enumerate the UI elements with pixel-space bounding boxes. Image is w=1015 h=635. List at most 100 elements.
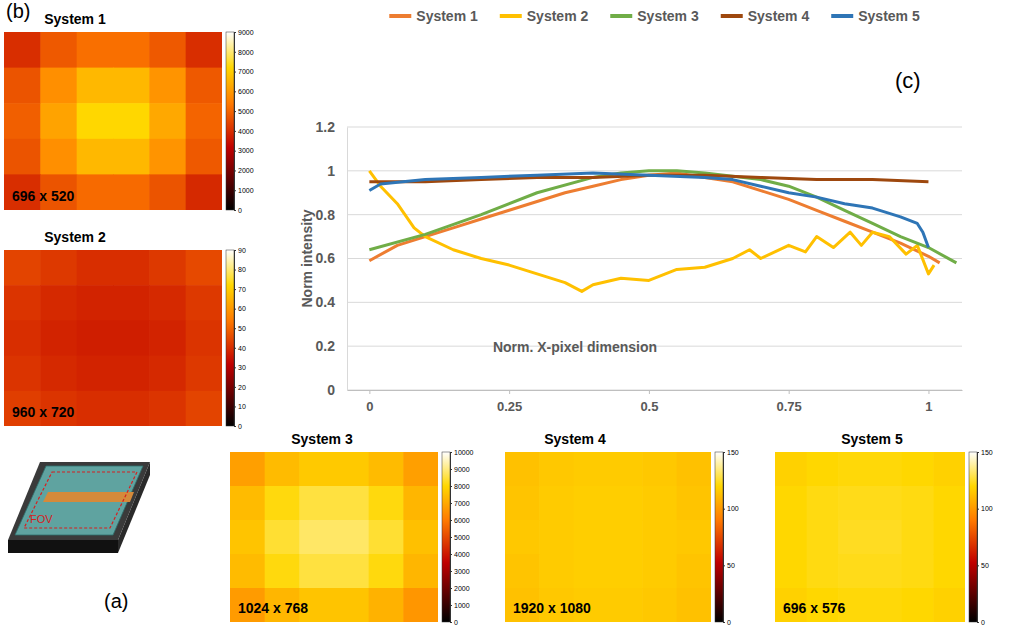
heatmap-cell — [505, 520, 540, 555]
tick-label: 0 — [981, 619, 985, 626]
heatmap-cell — [608, 520, 643, 555]
heatmap-cell — [265, 520, 300, 555]
tick-label: 0 — [366, 399, 373, 414]
tick: 0.25 — [497, 390, 522, 414]
tick-mark — [977, 452, 979, 453]
tick-label: 0 — [238, 423, 242, 430]
chip-side — [8, 540, 118, 553]
heatmap-cell — [334, 452, 369, 487]
heatmap-cell — [539, 520, 574, 555]
tick: 4000 — [234, 128, 254, 135]
tick: 7000 — [234, 68, 254, 75]
tick-mark — [977, 509, 979, 510]
tick-label: 8000 — [454, 483, 470, 490]
tick-label: 70 — [238, 286, 246, 293]
heatmap-cell — [4, 356, 41, 392]
heatmap-cell — [4, 32, 41, 68]
colorbar — [226, 250, 234, 426]
heatmap-cell — [40, 139, 77, 175]
tick: 0 — [234, 207, 242, 214]
heatmap-cell — [539, 554, 574, 589]
heatmap-cell — [40, 285, 77, 321]
tick: 100 — [723, 505, 739, 512]
heatmap-cell — [608, 554, 643, 589]
heatmap-cell — [369, 452, 404, 487]
heatmap-cell — [186, 320, 222, 356]
y-axis-line — [347, 128, 348, 391]
heatmap-cell — [186, 139, 222, 175]
resolution-label: 960 x 720 — [12, 404, 74, 420]
tick-mark — [234, 190, 236, 191]
heatmap-cell — [40, 68, 77, 104]
heatmap-panel: System 2960 x 7200102030405060708090 — [4, 229, 246, 430]
heatmap-cell — [369, 486, 404, 521]
tick-mark — [234, 250, 236, 251]
tick-mark — [234, 131, 236, 132]
heatmap-cell — [608, 452, 643, 487]
heatmap-cell — [230, 452, 265, 487]
heatmap-cell — [677, 452, 711, 487]
tick: 0 — [234, 423, 242, 430]
heatmap-cell — [113, 320, 150, 356]
tick-mark — [369, 390, 370, 394]
tick: 8000 — [450, 483, 470, 490]
heatmap-cell — [113, 285, 150, 321]
heatmap-cell — [77, 103, 114, 139]
tick-mark — [234, 270, 236, 271]
tick: 0 — [723, 619, 731, 626]
tick-label: 30 — [238, 364, 246, 371]
heatmap-cell — [4, 250, 41, 286]
heatmap-cell — [186, 68, 222, 104]
tick-mark — [450, 622, 452, 623]
tick: 0 — [327, 382, 347, 398]
heatmap-cell — [677, 520, 711, 555]
colorbar — [969, 452, 977, 622]
heatmap-cell — [403, 452, 438, 487]
heatmap-cell — [902, 588, 934, 622]
heatmap-cell — [574, 554, 609, 589]
tick-mark — [234, 72, 236, 73]
tick: 50 — [977, 562, 989, 569]
heatmap-cell — [265, 554, 300, 589]
tick-label: 6000 — [238, 88, 254, 95]
heatmap-cell — [230, 486, 265, 521]
tick-label: 100 — [981, 505, 993, 512]
tick-mark — [234, 170, 236, 171]
heatmap-cell — [403, 588, 438, 622]
tick-label: 0.75 — [777, 399, 802, 414]
heatmap-cell — [40, 320, 77, 356]
tick-label: 1.2 — [316, 119, 336, 135]
heatmap-cell — [149, 356, 186, 392]
tick-mark — [234, 289, 236, 290]
heatmap-cell — [299, 486, 334, 521]
tick-label: 50 — [981, 562, 989, 569]
heatmap-cell — [186, 250, 222, 286]
tick: 5000 — [450, 534, 470, 541]
heatmap-cell — [186, 391, 222, 426]
heatmap-cell — [265, 486, 300, 521]
heatmap-cell — [77, 250, 114, 286]
heatmap-cell — [775, 452, 807, 487]
heatmap-cell — [574, 452, 609, 487]
tick-label: 7000 — [238, 68, 254, 75]
grid — [347, 127, 962, 390]
legend-swatch — [721, 14, 743, 18]
heatmap-cell — [265, 452, 300, 487]
heatmap-cell — [807, 520, 839, 555]
heatmap-cell — [807, 486, 839, 521]
chip-strip — [43, 492, 134, 502]
heatmap-cell — [334, 520, 369, 555]
heatmap-cell — [838, 452, 870, 487]
heatmap-cell — [40, 32, 77, 68]
colorbar-axis-line — [234, 33, 235, 211]
heatmap-cell — [677, 486, 711, 521]
panel-title: System 1 — [44, 11, 106, 27]
heatmap-cell — [4, 103, 41, 139]
legend-swatch — [389, 14, 411, 18]
heatmap-cell — [933, 452, 965, 487]
tick-mark — [928, 390, 929, 394]
x-axis-title: Norm. X-pixel dimension — [493, 339, 657, 355]
heatmap-cell — [403, 520, 438, 555]
heatmap-panel: System 31024 x 7680100020003000400050006… — [230, 431, 474, 626]
tick-mark — [450, 588, 452, 589]
